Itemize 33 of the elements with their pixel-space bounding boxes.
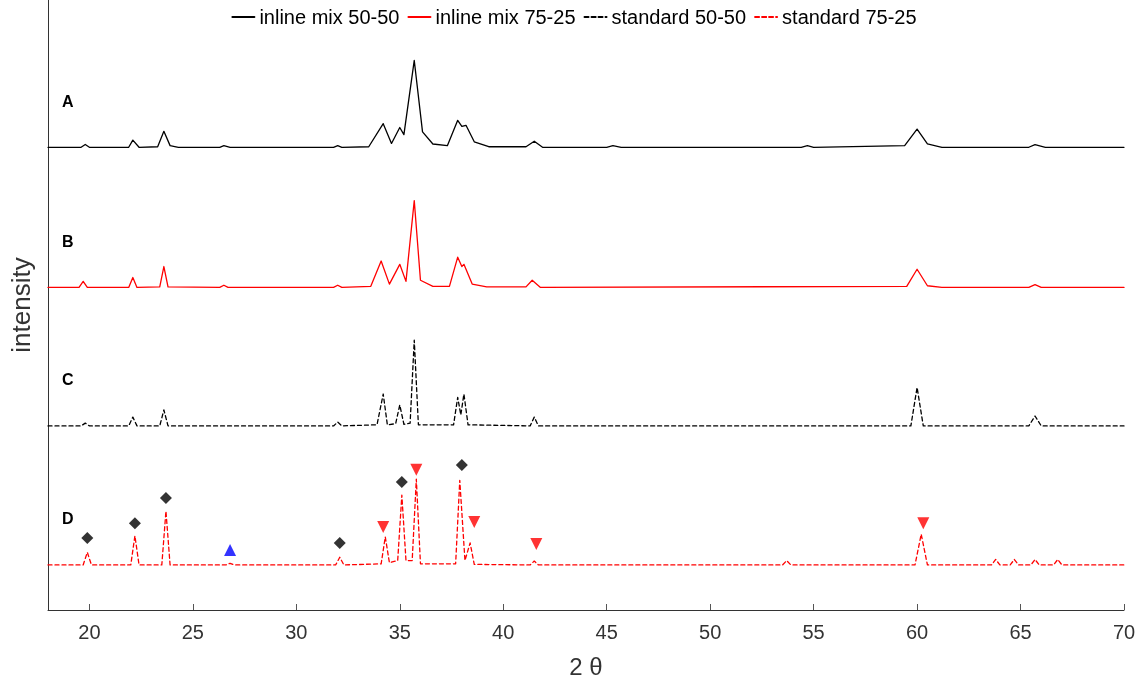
- annotation: A: [62, 92, 74, 110]
- legend-label: standard 50-50: [611, 6, 747, 28]
- y-axis-title: intensity: [6, 257, 36, 353]
- point: [224, 544, 237, 557]
- point: [159, 491, 172, 504]
- annotation: C: [62, 371, 74, 389]
- x-tick-label: 60: [905, 621, 929, 643]
- x-tick-label: 30: [285, 621, 308, 643]
- x-tick-label: 50: [699, 621, 722, 643]
- x-tick-label: 55: [802, 621, 825, 643]
- legend-label: standard 75-25: [782, 6, 917, 28]
- point: [468, 516, 481, 529]
- point: [530, 538, 543, 551]
- point: [81, 532, 94, 545]
- x-tick-label: 65: [1009, 621, 1032, 643]
- x-axis-title: 2 θ: [569, 652, 603, 680]
- annotation: B: [62, 232, 74, 250]
- x-tick-label: 45: [595, 621, 618, 643]
- point: [455, 458, 468, 471]
- x-tick-label: 35: [388, 621, 411, 643]
- x-tick-label: 70: [1112, 621, 1136, 643]
- annotation: D: [62, 510, 74, 528]
- point: [410, 463, 423, 476]
- legend-label: inline mix 75-25: [435, 6, 576, 28]
- x-tick-label: 25: [181, 621, 204, 643]
- point: [917, 517, 930, 530]
- point: [377, 521, 390, 534]
- x-tick-label: 20: [78, 621, 101, 643]
- point: [333, 536, 346, 549]
- point: [395, 475, 408, 488]
- point: [128, 517, 141, 530]
- legend-label: inline mix 50-50: [259, 6, 400, 28]
- x-tick-label: 40: [492, 621, 515, 643]
